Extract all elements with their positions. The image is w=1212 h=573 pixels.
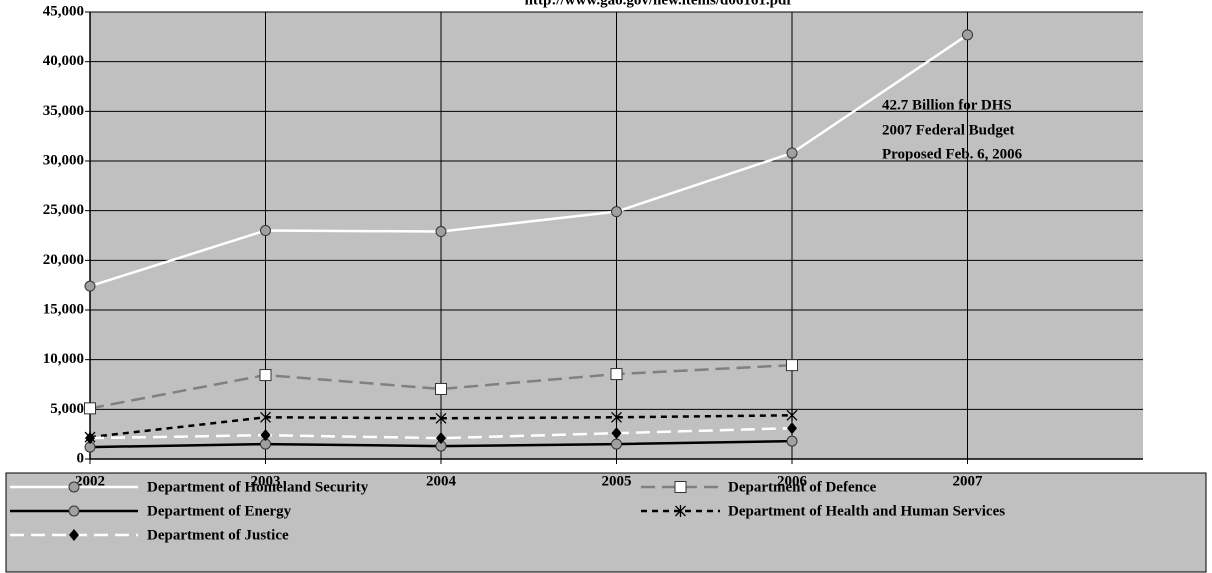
y-tick-label: 0 [77, 450, 85, 466]
legend-label: Department of Homeland Security [147, 479, 369, 495]
marker [611, 427, 622, 440]
marker [786, 147, 798, 159]
legend-label: Department of Defence [728, 479, 877, 495]
marker [786, 435, 798, 447]
y-tick-label: 30,000 [43, 152, 84, 168]
x-tick-label: 2006 [777, 473, 808, 489]
y-tick-label: 25,000 [43, 202, 84, 218]
annotation: Proposed Feb. 6, 2006 [882, 146, 1023, 162]
marker [259, 369, 272, 382]
y-tick-label: 5,000 [50, 401, 84, 417]
series-line [89, 33, 969, 288]
marker [611, 438, 622, 450]
marker [786, 409, 798, 422]
marker [84, 402, 96, 415]
legend-label: Department of Energy [147, 503, 292, 519]
marker [610, 368, 623, 381]
series-line [89, 363, 793, 410]
annotation: 42.7 Billion for DHS [882, 97, 1012, 113]
series-line [89, 426, 793, 440]
legend-box [5, 472, 1207, 573]
y-tick-label: 40,000 [43, 53, 84, 69]
y-tick-label: 35,000 [43, 103, 84, 119]
x-tick-label: 2002 [75, 473, 105, 489]
marker [84, 280, 96, 292]
marker [787, 422, 797, 435]
marker [675, 505, 686, 517]
marker [68, 481, 80, 493]
marker [435, 412, 447, 425]
annotation: 2007 Federal Budget [882, 122, 1015, 138]
marker [962, 29, 973, 41]
x-tick-label: 2004 [426, 473, 457, 489]
marker [786, 359, 798, 372]
marker [260, 411, 271, 424]
marker [436, 432, 446, 445]
marker [435, 382, 447, 395]
y-tick-label: 45,000 [43, 3, 84, 19]
legend-label: Department of Health and Human Services [728, 503, 1005, 519]
marker [85, 432, 95, 445]
x-tick-label: 2007 [953, 473, 984, 489]
legend-label: Department of Justice [147, 527, 289, 543]
x-tick-label: 2003 [251, 473, 281, 489]
y-tick-label: 10,000 [43, 351, 84, 367]
marker [611, 411, 622, 424]
marker [435, 226, 447, 238]
y-tick-label: 20,000 [43, 252, 84, 268]
marker [68, 505, 80, 517]
marker [611, 206, 622, 218]
marker [674, 481, 687, 493]
y-tick-label: 15,000 [43, 301, 84, 317]
marker [69, 529, 79, 541]
marker [260, 225, 271, 237]
marker [260, 429, 271, 442]
chart-title: http://www.gao.gov/new.items/d06161.pdf [525, 0, 793, 8]
x-tick-label: 2005 [602, 473, 632, 489]
